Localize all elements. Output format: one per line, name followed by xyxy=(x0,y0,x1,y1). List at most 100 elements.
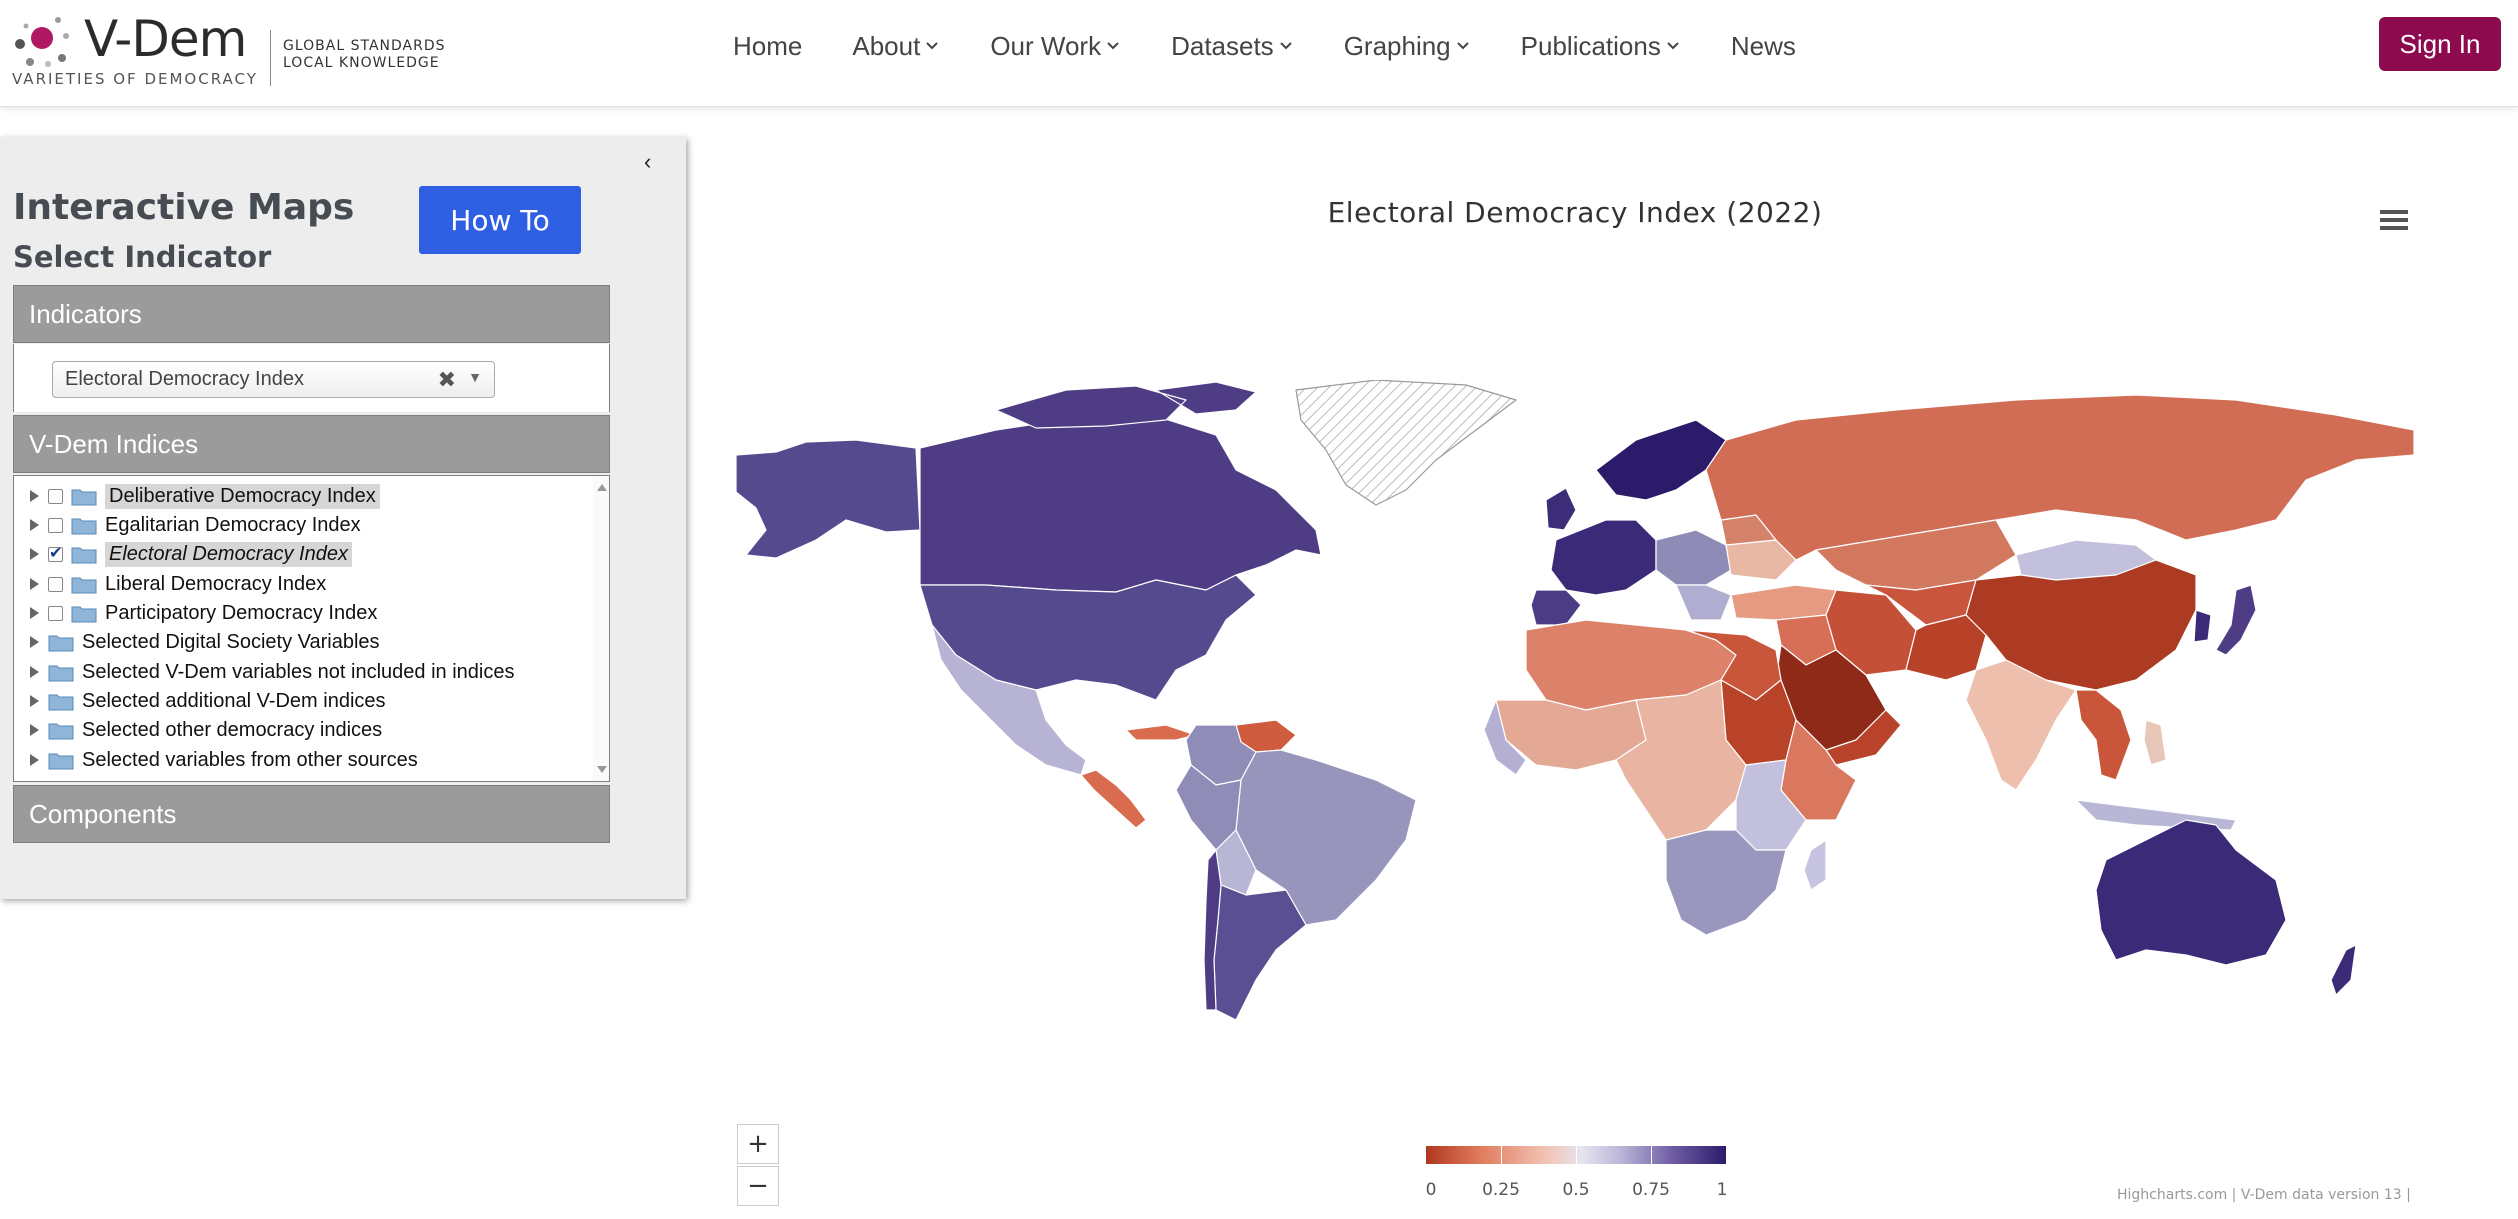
tree-item-deliberative[interactable]: Deliberative Democracy Index xyxy=(14,482,380,510)
nav-home[interactable]: Home xyxy=(733,31,802,62)
region-southeast-asia[interactable] xyxy=(2075,689,2132,781)
logo-subtitle: VARIETIES OF DEMOCRACY xyxy=(12,70,258,88)
tree-scrollbar[interactable] xyxy=(593,476,609,781)
region-southern-africa[interactable] xyxy=(1665,829,1787,936)
legend-label-1: 1 xyxy=(1716,1180,1728,1200)
region-canada[interactable] xyxy=(919,415,1322,593)
map-title: Electoral Democracy Index (2022) xyxy=(1327,196,1823,229)
tree-item-digital-society[interactable]: Selected Digital Society Variables xyxy=(14,628,380,656)
map-credits[interactable]: Highcharts.com | V-Dem data version 13 | xyxy=(2117,1187,2411,1203)
how-to-button[interactable]: How To xyxy=(419,186,581,254)
region-afghanistan-pakistan[interactable] xyxy=(1905,614,1987,681)
dropdown-arrow-icon[interactable]: ▼ xyxy=(468,369,482,385)
vdem-logo[interactable]: V-Dem VARIETIES OF DEMOCRACY GLOBAL STAN… xyxy=(8,8,468,88)
tree-checkbox-checked[interactable] xyxy=(48,543,63,563)
tree-item-participatory[interactable]: Participatory Democracy Index xyxy=(14,599,377,627)
expand-triangle-icon[interactable] xyxy=(30,724,39,736)
indicators-section-header[interactable]: Indicators xyxy=(13,285,610,343)
indicator-select[interactable]: Electoral Democracy Index ✖ ▼ xyxy=(52,361,495,398)
region-arctic-islands[interactable] xyxy=(995,381,1257,429)
region-cuba[interactable] xyxy=(1125,724,1197,741)
nav-graphing[interactable]: Graphing xyxy=(1344,31,1471,62)
region-chile[interactable] xyxy=(1203,849,1222,1011)
components-header-label: Components xyxy=(29,798,177,829)
tree-item-liberal[interactable]: Liberal Democracy Index xyxy=(14,570,326,598)
region-australia[interactable] xyxy=(2095,819,2287,966)
region-korea[interactable] xyxy=(2193,609,2212,643)
expand-triangle-icon[interactable] xyxy=(30,578,39,590)
expand-triangle-icon[interactable] xyxy=(30,607,39,619)
region-kazakhstan[interactable] xyxy=(1815,519,2017,591)
region-alaska[interactable] xyxy=(736,439,921,559)
tree-item-electoral[interactable]: Electoral Democracy Index xyxy=(14,540,352,568)
region-argentina[interactable] xyxy=(1213,884,1307,1021)
nav-datasets[interactable]: Datasets xyxy=(1171,31,1294,62)
expand-triangle-icon[interactable] xyxy=(30,754,39,766)
panel-subtitle: Select Indicator xyxy=(13,240,272,274)
region-greenland[interactable] xyxy=(1295,380,1517,506)
clear-selection-icon[interactable]: ✖ xyxy=(437,367,456,392)
region-philippines[interactable] xyxy=(2143,719,2167,766)
components-section-header[interactable]: Components xyxy=(13,785,610,843)
expand-triangle-icon[interactable] xyxy=(30,636,39,648)
tree-checkbox[interactable] xyxy=(48,576,63,592)
tree-item-label: Selected V-Dem variables not included in… xyxy=(82,660,515,683)
zoom-in-button[interactable]: + xyxy=(737,1124,779,1164)
region-madagascar[interactable] xyxy=(1803,839,1827,891)
region-west-africa-coast[interactable] xyxy=(1483,699,1527,776)
panel-title: Interactive Maps xyxy=(13,187,355,228)
tree-item-vdem-variables[interactable]: Selected V-Dem variables not included in… xyxy=(14,658,514,686)
region-china[interactable] xyxy=(1965,559,2197,691)
nav-our-work-label: Our Work xyxy=(990,30,1102,61)
zoom-out-button[interactable]: − xyxy=(737,1166,779,1206)
legend-tick-mark xyxy=(1651,1146,1652,1164)
tree-checkbox[interactable] xyxy=(48,517,63,533)
legend-label-0: 0 xyxy=(1425,1180,1437,1200)
expand-triangle-icon[interactable] xyxy=(30,519,39,531)
region-uk[interactable] xyxy=(1545,487,1577,531)
region-mexico[interactable] xyxy=(931,624,1087,776)
region-turkey[interactable] xyxy=(1730,584,1837,621)
nav-news[interactable]: News xyxy=(1731,31,1796,62)
region-western-europe[interactable] xyxy=(1550,519,1657,596)
region-scandinavia[interactable] xyxy=(1595,419,1727,501)
chevron-down-icon xyxy=(1667,42,1679,50)
sign-in-button[interactable]: Sign In xyxy=(2379,17,2501,71)
expand-triangle-icon[interactable] xyxy=(30,490,39,502)
nav-about[interactable]: About xyxy=(852,31,940,62)
expand-triangle-icon[interactable] xyxy=(30,695,39,707)
folder-icon xyxy=(71,518,97,534)
nav-our-work[interactable]: Our Work xyxy=(990,31,1121,62)
region-new-zealand[interactable] xyxy=(2330,944,2357,996)
main-nav: Home About Our Work Datasets Graphing Pu… xyxy=(720,26,1846,66)
world-map[interactable] xyxy=(736,380,2414,1030)
vdem-indices-section-header[interactable]: V-Dem Indices xyxy=(13,415,610,473)
region-central-europe[interactable] xyxy=(1655,529,1732,586)
scroll-up-icon[interactable] xyxy=(597,484,607,491)
collapse-panel-icon[interactable]: ‹ xyxy=(644,149,652,174)
expand-triangle-icon[interactable] xyxy=(30,666,39,678)
tree-checkbox[interactable] xyxy=(48,605,63,621)
region-iberia[interactable] xyxy=(1530,589,1582,626)
tree-item-label: Selected additional V-Dem indices xyxy=(82,689,386,712)
scroll-down-icon[interactable] xyxy=(597,766,607,773)
region-russia[interactable] xyxy=(1705,394,2414,561)
region-japan[interactable] xyxy=(2215,584,2257,656)
tree-checkbox[interactable] xyxy=(48,488,63,504)
nav-publications[interactable]: Publications xyxy=(1521,31,1681,62)
expand-triangle-icon[interactable] xyxy=(30,548,39,560)
legend-tick-mark xyxy=(1576,1146,1577,1164)
folder-icon xyxy=(48,723,74,739)
region-india[interactable] xyxy=(1965,659,2077,791)
nav-home-label: Home xyxy=(733,30,803,61)
region-central-america[interactable] xyxy=(1080,769,1147,829)
region-balkans[interactable] xyxy=(1675,584,1732,621)
legend-tick-mark xyxy=(1501,1146,1502,1164)
tree-item-other-sources[interactable]: Selected variables from other sources xyxy=(14,746,418,774)
tree-item-egalitarian[interactable]: Egalitarian Democracy Index xyxy=(14,511,361,539)
hamburger-menu-icon[interactable] xyxy=(2380,208,2408,232)
chevron-down-icon xyxy=(1456,42,1469,50)
tree-item-additional-indices[interactable]: Selected additional V-Dem indices xyxy=(14,687,386,715)
tree-item-label: Participatory Democracy Index xyxy=(105,601,378,624)
tree-item-other-indices[interactable]: Selected other democracy indices xyxy=(14,716,382,744)
